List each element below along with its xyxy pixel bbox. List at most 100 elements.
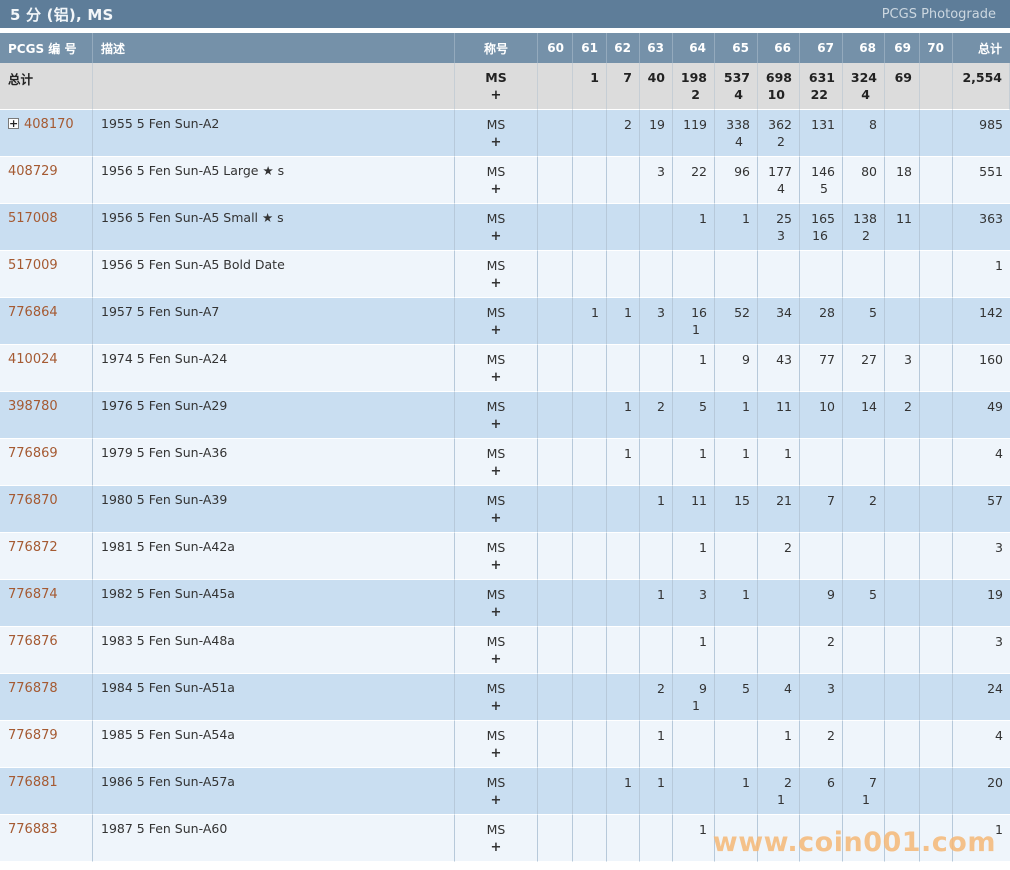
column-header-g65: 65	[715, 33, 758, 63]
grade-cell-64: 16 1	[673, 298, 715, 345]
grade-count: 119	[683, 117, 707, 132]
total-cell: 20	[953, 768, 1010, 815]
grade-cell-62	[607, 345, 640, 392]
pcgs-number-link[interactable]: 776870	[8, 493, 58, 508]
grade-cell-70	[920, 110, 953, 157]
designation-plus-label: +	[490, 135, 502, 150]
pcgs-number-cell: 776878	[0, 674, 93, 721]
grade-count: 52	[734, 305, 750, 320]
total-cell: 551	[953, 157, 1010, 204]
pcgs-number-link[interactable]: 776872	[8, 540, 58, 555]
grade-count: 5	[742, 681, 750, 696]
total-cell: 57	[953, 486, 1010, 533]
column-header-g70: 70	[920, 33, 953, 63]
grade-cell-67: 7	[800, 486, 843, 533]
grade-count: 1	[742, 446, 750, 461]
grade-count: 9	[742, 352, 750, 367]
grade-count: 34	[776, 305, 792, 320]
grade-count: 19	[649, 117, 665, 132]
grade-cell-67: 146 5	[800, 157, 843, 204]
grade-cell-60	[538, 251, 573, 298]
column-header-g61: 61	[573, 33, 607, 63]
designation-ms-label: MS	[486, 446, 506, 461]
grade-count: 15	[734, 493, 750, 508]
grade-cell-64: 1	[673, 627, 715, 674]
designation-plus-label: +	[490, 370, 502, 385]
grade-cell-65	[715, 627, 758, 674]
total-count: 2,554	[962, 70, 1002, 85]
grade-cell-65: 1	[715, 392, 758, 439]
pcgs-number-link[interactable]: 398780	[8, 399, 58, 414]
pcgs-number-link[interactable]: 408729	[8, 164, 58, 179]
grade-count: 177	[768, 164, 792, 179]
grade-cell-60	[538, 392, 573, 439]
pcgs-number-link[interactable]: 410024	[8, 352, 58, 367]
designation-cell: MS +	[455, 486, 538, 533]
grade-cell-64: 5	[673, 392, 715, 439]
grade-cell-67: 631 22	[800, 63, 843, 110]
pcgs-number-link[interactable]: 776874	[8, 587, 58, 602]
table-row: 776879 1985 5 Fen Sun-A54a MS +1 1 2 4	[0, 721, 1010, 768]
grade-cell-60	[538, 721, 573, 768]
grade-cell-62	[607, 204, 640, 251]
coin-description: 1984 5 Fen Sun-A51a	[93, 674, 455, 721]
grade-cell-62	[607, 580, 640, 627]
expand-icon[interactable]: +	[8, 117, 19, 130]
grade-cell-64	[673, 768, 715, 815]
grade-count: 11	[691, 493, 707, 508]
grade-count: 3	[904, 352, 912, 367]
pcgs-number-link[interactable]: 776879	[8, 728, 58, 743]
grade-count: 2	[624, 117, 632, 132]
designation-ms-label: MS	[486, 681, 506, 696]
grade-plus-count: 22	[810, 87, 828, 102]
grade-count: 22	[691, 164, 707, 179]
grade-count: 1	[742, 211, 750, 226]
pcgs-number-link[interactable]: 776864	[8, 305, 58, 320]
pcgs-number-link[interactable]: 517009	[8, 258, 58, 273]
grade-cell-67: 2	[800, 721, 843, 768]
grade-cell-70	[920, 815, 953, 862]
total-count: 1	[995, 258, 1003, 273]
grade-count: 5	[699, 399, 707, 414]
pcgs-number-link[interactable]: 517008	[8, 211, 58, 226]
grade-cell-70	[920, 486, 953, 533]
pcgs-number-link[interactable]: 776878	[8, 681, 58, 696]
total-cell: 160	[953, 345, 1010, 392]
grade-cell-70	[920, 392, 953, 439]
grade-count: 11	[896, 211, 912, 226]
pcgs-number-link[interactable]: 776876	[8, 634, 58, 649]
grade-count: 2	[657, 681, 665, 696]
column-header-g67: 67	[800, 33, 843, 63]
grade-cell-68: 138 2	[843, 204, 885, 251]
designation-plus-label: +	[490, 652, 502, 667]
grade-plus-count: 5	[820, 181, 828, 196]
grade-cell-69	[885, 298, 920, 345]
designation-plus-label: +	[490, 464, 502, 479]
grade-cell-70	[920, 345, 953, 392]
grade-cell-64	[673, 251, 715, 298]
grade-cell-70	[920, 157, 953, 204]
grade-cell-68: 5	[843, 298, 885, 345]
grade-cell-67: 2	[800, 627, 843, 674]
photograde-link[interactable]: PCGS Photograde	[881, 6, 996, 22]
grade-plus-count: 1	[777, 792, 785, 807]
grade-cell-62: 1	[607, 768, 640, 815]
total-count: 363	[979, 211, 1003, 226]
designation-cell: MS +	[455, 63, 538, 110]
grade-cell-70	[920, 63, 953, 110]
pcgs-number-link[interactable]: 776883	[8, 822, 58, 837]
column-header-pcgs: PCGS 编 号	[0, 33, 93, 63]
pcgs-number-link[interactable]: 408170	[24, 117, 74, 132]
pcgs-number-link[interactable]: 776881	[8, 775, 58, 790]
total-count: 57	[987, 493, 1003, 508]
designation-cell: MS +	[455, 392, 538, 439]
grade-cell-64: 119	[673, 110, 715, 157]
grade-cell-69: 3	[885, 345, 920, 392]
designation-cell: MS +	[455, 580, 538, 627]
column-header-desig: 称号	[455, 33, 538, 63]
table-row: 776878 1984 5 Fen Sun-A51a MS +2 9 1 5 4 3 24	[0, 674, 1010, 721]
designation-ms-label: MS	[486, 305, 506, 320]
grade-count: 1	[624, 446, 632, 461]
pcgs-number-cell: 776872	[0, 533, 93, 580]
pcgs-number-link[interactable]: 776869	[8, 446, 58, 461]
